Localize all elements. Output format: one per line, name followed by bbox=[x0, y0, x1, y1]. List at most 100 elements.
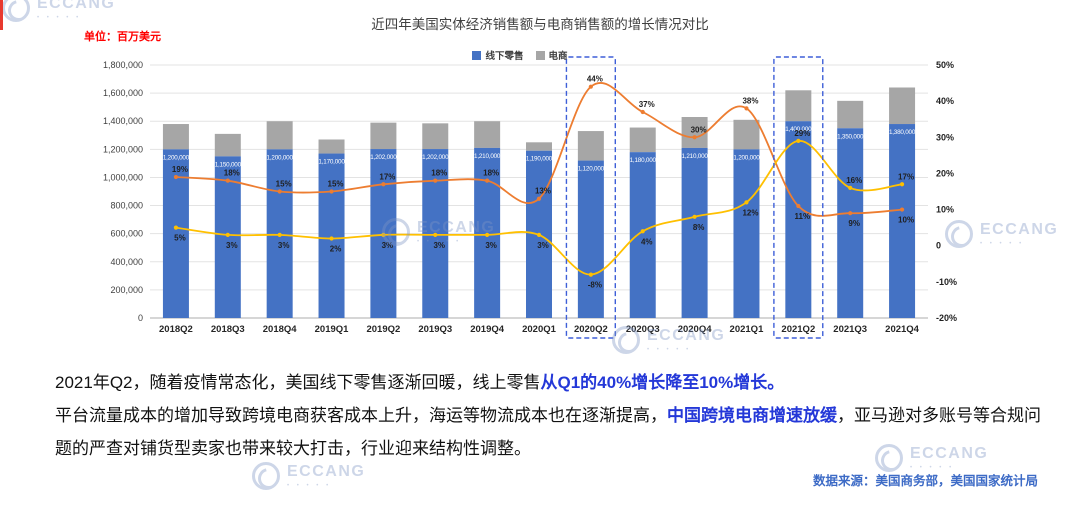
commentary-text-2b: ，亚马逊对多账号等合规问题的严查对铺货型卖家也带来较大打击，行业迎来结构性调整。 bbox=[55, 406, 1041, 458]
bar-value-label: 1,150,000 bbox=[215, 161, 242, 168]
commentary-highlight-2: 中国跨境电商增速放缓 bbox=[667, 406, 837, 425]
bar-ecommerce[interactable] bbox=[474, 121, 501, 148]
unit-label: 单位：百万美元 bbox=[84, 31, 161, 43]
bar-offline[interactable] bbox=[733, 149, 760, 318]
line-marker[interactable] bbox=[277, 232, 282, 237]
legend-item-offline[interactable]: 线下零售 bbox=[472, 48, 524, 62]
x-axis: 2018Q2 2018Q3 2018Q4 2019Q1 2019Q2 2019Q3 2019… bbox=[159, 324, 920, 335]
bar-offline[interactable] bbox=[629, 152, 656, 318]
left-axis-tick: 800,000 bbox=[110, 201, 143, 211]
growth-line-path bbox=[175, 82, 903, 217]
left-axis-tick: 400,000 bbox=[110, 257, 143, 267]
commentary: 2021年Q2，随着疫情常态化，美国线下零售逐渐回暖，线上零售从Q1的40%增长… bbox=[55, 366, 1057, 465]
bar-ecommerce[interactable] bbox=[318, 139, 345, 154]
line-marker[interactable] bbox=[277, 189, 282, 194]
line-ecommerce-growth: 19% 18% 15% 15% 17% 18% 18% 13% 44% 37% 30% 38% 11% 9… bbox=[172, 75, 914, 229]
bar-value-label: 1,202,000 bbox=[370, 154, 397, 161]
bar-ecommerce[interactable] bbox=[785, 90, 812, 122]
commentary-text-2a: 平台流量成本的增加导致跨境电商获客成本上升，海运等物流成本也在逐渐提高， bbox=[55, 406, 667, 425]
x-axis-label: 2018Q3 bbox=[211, 324, 245, 335]
bar-ecommerce[interactable] bbox=[577, 131, 604, 161]
bar-ecommerce[interactable] bbox=[889, 87, 916, 125]
bar-value-label: 1,210,000 bbox=[681, 153, 708, 160]
line-marker[interactable] bbox=[536, 196, 542, 201]
bar-ecommerce[interactable] bbox=[629, 127, 656, 153]
line-marker[interactable] bbox=[433, 232, 438, 237]
bar-value-label: 1,120,000 bbox=[578, 166, 605, 173]
bar-offline[interactable] bbox=[681, 147, 708, 318]
x-axis-label: 2019Q3 bbox=[418, 324, 452, 335]
line-marker[interactable] bbox=[744, 106, 749, 111]
line-marker[interactable] bbox=[692, 214, 697, 219]
line-marker[interactable] bbox=[485, 178, 490, 183]
x-axis-label: 2021Q2 bbox=[781, 324, 815, 335]
bar-offline[interactable] bbox=[318, 153, 345, 318]
line-marker[interactable] bbox=[329, 236, 334, 241]
line-marker[interactable] bbox=[485, 232, 490, 237]
x-axis-label: 2018Q2 bbox=[159, 324, 193, 335]
chart-canvas: 1,800,000 1,600,000 1,400,000 1,200,000 1,00… bbox=[103, 56, 957, 339]
line-marker[interactable] bbox=[588, 84, 593, 89]
line-marker[interactable] bbox=[433, 178, 438, 183]
bar-offline[interactable] bbox=[577, 160, 604, 318]
chart-title: 近四年美国实体经济销售额与电商销售额的增长情况对比 bbox=[371, 17, 709, 32]
line-marker[interactable] bbox=[796, 138, 801, 143]
bar-ecommerce[interactable] bbox=[837, 100, 864, 129]
growth-line-path bbox=[175, 139, 903, 276]
bar-offline[interactable] bbox=[837, 128, 864, 318]
line-value-label: 11% bbox=[795, 212, 811, 221]
line-value-label: 2% bbox=[330, 244, 342, 253]
left-axis-tick: 1,000,000 bbox=[103, 172, 143, 182]
line-marker[interactable] bbox=[848, 211, 853, 216]
line-marker[interactable] bbox=[173, 225, 179, 230]
line-marker[interactable] bbox=[329, 189, 334, 194]
line-marker[interactable] bbox=[381, 182, 386, 187]
left-axis-tick: 1,800,000 bbox=[103, 60, 143, 70]
line-marker[interactable] bbox=[796, 203, 801, 209]
bar-ecommerce[interactable] bbox=[370, 122, 397, 150]
line-marker[interactable] bbox=[225, 178, 230, 183]
line-value-label: 30% bbox=[691, 125, 707, 134]
bar-value-label: 1,180,000 bbox=[630, 157, 657, 164]
bar-ecommerce[interactable] bbox=[681, 117, 708, 148]
line-value-label: 5% bbox=[174, 234, 186, 243]
legend-item-ecommerce[interactable]: 电商 bbox=[535, 48, 568, 62]
line-marker[interactable] bbox=[588, 272, 593, 277]
x-axis-label: 2020Q4 bbox=[678, 324, 713, 335]
line-marker[interactable] bbox=[899, 207, 905, 212]
bar-ecommerce[interactable] bbox=[422, 123, 449, 150]
line-marker[interactable] bbox=[692, 135, 697, 140]
line-marker[interactable] bbox=[744, 200, 749, 205]
x-axis-label: 2021Q3 bbox=[833, 324, 867, 335]
line-marker[interactable] bbox=[848, 185, 853, 190]
right-axis-tick: 10% bbox=[936, 205, 954, 215]
bar-offline[interactable] bbox=[889, 124, 916, 319]
watermark-dots: • • • • • bbox=[287, 482, 332, 489]
right-axis-tick: -20% bbox=[936, 313, 957, 323]
bar-offline[interactable] bbox=[214, 156, 241, 318]
bar-ecommerce[interactable] bbox=[266, 121, 293, 150]
bar-ecommerce[interactable] bbox=[162, 124, 189, 150]
line-value-label: 8% bbox=[693, 223, 705, 232]
line-value-label: 17% bbox=[898, 172, 914, 181]
line-marker[interactable] bbox=[640, 229, 645, 234]
bar-value-label: 1,210,000 bbox=[474, 153, 501, 160]
line-marker[interactable] bbox=[899, 182, 905, 187]
line-value-label: 3% bbox=[433, 241, 445, 250]
right-axis-tick: 20% bbox=[936, 168, 954, 178]
bar-ecommerce[interactable] bbox=[214, 133, 241, 157]
bar-ecommerce[interactable] bbox=[526, 142, 552, 151]
line-marker[interactable] bbox=[173, 174, 179, 180]
right-axis-tick: -10% bbox=[936, 277, 957, 287]
bar-value-label: 1,380,000 bbox=[889, 129, 916, 136]
line-value-label: 13% bbox=[535, 187, 551, 196]
line-marker[interactable] bbox=[536, 232, 542, 237]
x-axis-label: 2018Q4 bbox=[263, 324, 298, 335]
line-marker[interactable] bbox=[640, 109, 645, 115]
line-marker[interactable] bbox=[225, 232, 230, 237]
line-marker[interactable] bbox=[381, 232, 386, 237]
line-value-label: 12% bbox=[742, 208, 758, 217]
legend-label-ecommerce: 电商 bbox=[548, 51, 568, 62]
bar-offline[interactable] bbox=[785, 121, 812, 318]
bar-ecommerce[interactable] bbox=[733, 119, 760, 150]
